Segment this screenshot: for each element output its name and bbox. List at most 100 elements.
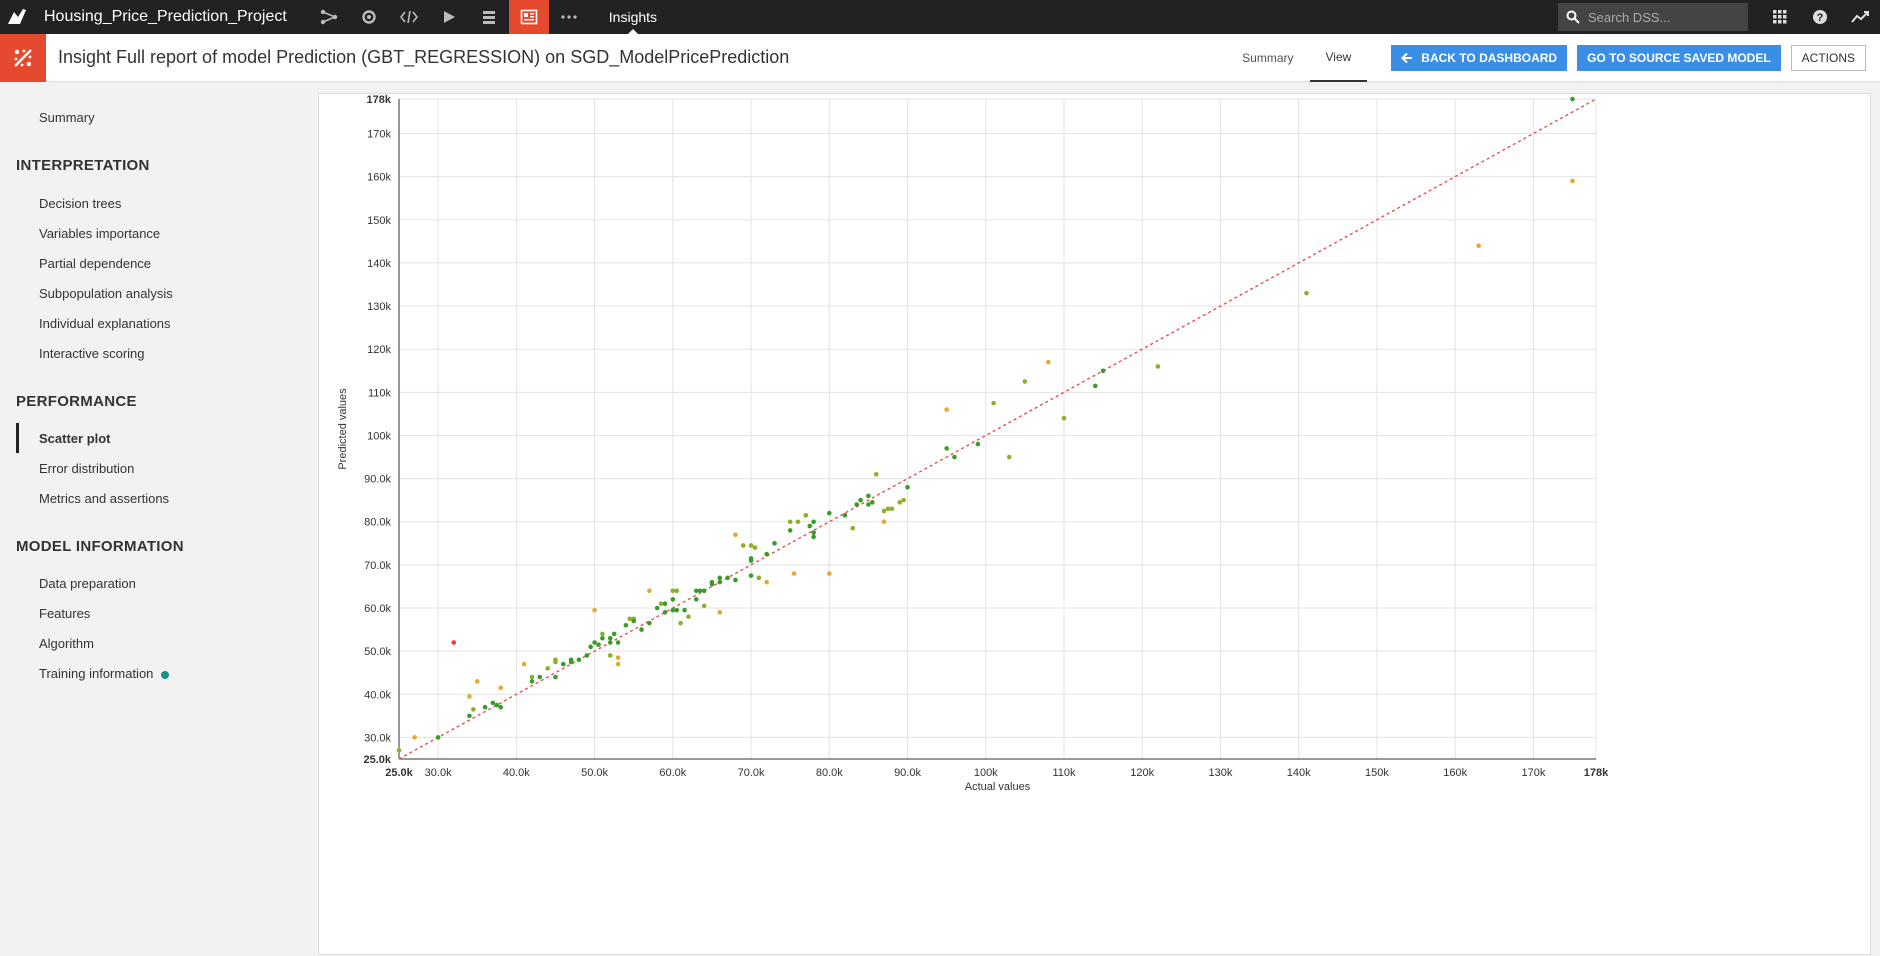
back-to-dashboard-button[interactable]: BACK TO DASHBOARD	[1391, 44, 1568, 71]
data-point	[740, 543, 746, 548]
data-point	[850, 525, 856, 531]
data-point	[471, 707, 476, 712]
y-tick-label: 80.0k	[364, 517, 391, 529]
sidebar-item-subpopulation-analysis[interactable]: Subpopulation analysis	[39, 286, 173, 301]
sidebar-item-metrics-assertions[interactable]: Metrics and assertions	[39, 491, 170, 506]
data-point	[787, 519, 793, 525]
sidebar-item-partial-dependence[interactable]: Partial dependence	[39, 256, 152, 271]
data-point	[670, 607, 676, 613]
search-input[interactable]	[1588, 9, 1738, 25]
data-point	[451, 640, 457, 645]
data-point	[647, 620, 652, 626]
sidebar-item-decision-trees[interactable]: Decision trees	[39, 196, 122, 211]
data-point	[717, 610, 723, 615]
data-point	[881, 519, 887, 525]
data-point	[1061, 415, 1067, 421]
sidebar-item-individual-explanations[interactable]: Individual explanations	[39, 316, 171, 331]
data-point	[467, 694, 472, 699]
data-point	[1006, 454, 1012, 460]
run-icon[interactable]	[429, 0, 469, 34]
search-box[interactable]	[1558, 3, 1748, 31]
tab-summary[interactable]: Summary	[1242, 50, 1294, 65]
data-point	[670, 588, 676, 594]
data-point	[615, 655, 621, 660]
y-tick-label: 90.0k	[364, 474, 391, 486]
section-performance: PERFORMANCE	[16, 393, 137, 410]
sidebar-item-data-preparation[interactable]: Data preparation	[39, 576, 136, 591]
data-point	[654, 605, 660, 611]
actions-button[interactable]: ACTIONS	[1790, 44, 1866, 71]
activity-icon[interactable]	[1840, 0, 1880, 34]
data-point	[756, 575, 762, 581]
data-point	[588, 644, 593, 650]
y-axis-title: Predicted values	[337, 388, 349, 470]
data-point	[854, 502, 859, 507]
data-point	[529, 674, 535, 680]
project-name[interactable]: Housing_Price_Prediction_Project	[44, 8, 287, 25]
dss-logo-icon[interactable]	[0, 0, 34, 34]
tab-insights[interactable]: Insights	[589, 0, 677, 34]
data-point	[709, 581, 715, 587]
more-icon[interactable]	[549, 0, 589, 34]
y-tick-label: 70.0k	[364, 560, 391, 572]
report-sidebar: Summary INTERPRETATION Decision trees Va…	[0, 82, 318, 955]
y-tick-label: 40.0k	[364, 689, 391, 701]
x-tick-label: 40.0k	[503, 767, 530, 779]
data-point	[842, 512, 848, 518]
y-tick-label: 130k	[367, 301, 391, 313]
y-tick-label: 160k	[367, 172, 391, 184]
data-point	[811, 534, 816, 540]
data-point	[600, 631, 605, 637]
data-point	[791, 571, 797, 576]
apps-grid-icon[interactable]	[1760, 0, 1800, 34]
sidebar-item-training-information[interactable]: Training information	[39, 666, 170, 681]
data-point	[826, 510, 832, 516]
x-tick-label: 120k	[1130, 767, 1154, 779]
data-point	[693, 597, 699, 602]
code-icon[interactable]	[389, 0, 429, 34]
data-point	[697, 588, 703, 594]
data-point	[748, 573, 754, 578]
scatter-plot-chart: 25.0k 30.0k 40.0k 50.0k 60.0k 70.0k 80.0k 90.0k…	[337, 94, 1609, 793]
data-point	[866, 493, 871, 499]
settings-cycle-icon[interactable]	[349, 0, 389, 34]
data-point	[701, 603, 707, 609]
data-point	[615, 640, 621, 645]
data-point	[889, 506, 895, 512]
data-point	[568, 657, 574, 663]
data-point	[467, 713, 472, 719]
sidebar-item-interactive-scoring[interactable]: Interactive scoring	[39, 346, 145, 361]
sidebar-item-algorithm[interactable]: Algorithm	[39, 636, 94, 651]
data-point	[1100, 368, 1106, 374]
data-point	[662, 610, 668, 615]
data-point	[693, 588, 699, 594]
x-tick-label: 90.0k	[894, 767, 921, 779]
deploy-icon[interactable]	[469, 0, 509, 34]
data-point	[748, 556, 754, 561]
data-point	[795, 519, 801, 525]
section-interpretation: INTERPRETATION	[16, 157, 150, 174]
sidebar-item-features[interactable]: Features	[39, 606, 91, 621]
data-point	[803, 512, 809, 518]
training-information-label: Training information	[39, 666, 154, 681]
header-nav: Summary View BACK TO DASHBOARD GO TO SOU…	[1226, 34, 1880, 82]
sidebar-item-scatter-plot[interactable]: Scatter plot	[39, 431, 111, 446]
data-point	[897, 500, 903, 505]
y-tick-label: 25.0k	[363, 754, 391, 766]
go-to-source-model-button[interactable]: GO TO SOURCE SAVED MODEL	[1577, 44, 1781, 71]
flow-icon[interactable]	[309, 0, 349, 34]
scatter-plot-panel: 25.0k 30.0k 40.0k 50.0k 60.0k 70.0k 80.0k 90.0k…	[318, 93, 1871, 955]
sidebar-item-error-distribution[interactable]: Error distribution	[39, 461, 135, 476]
help-icon[interactable]: ?	[1800, 0, 1840, 34]
data-point	[1476, 243, 1481, 248]
tab-view[interactable]: View	[1309, 34, 1368, 82]
data-point	[952, 454, 957, 460]
sidebar-item-summary[interactable]: Summary	[39, 110, 95, 125]
dashboard-icon[interactable]	[508, 0, 549, 34]
data-point	[553, 674, 558, 680]
data-point	[678, 620, 683, 626]
data-point	[1046, 359, 1051, 365]
svg-text:?: ?	[1817, 12, 1824, 24]
sidebar-item-variables-importance[interactable]: Variables importance	[39, 226, 161, 241]
data-point	[596, 642, 601, 647]
